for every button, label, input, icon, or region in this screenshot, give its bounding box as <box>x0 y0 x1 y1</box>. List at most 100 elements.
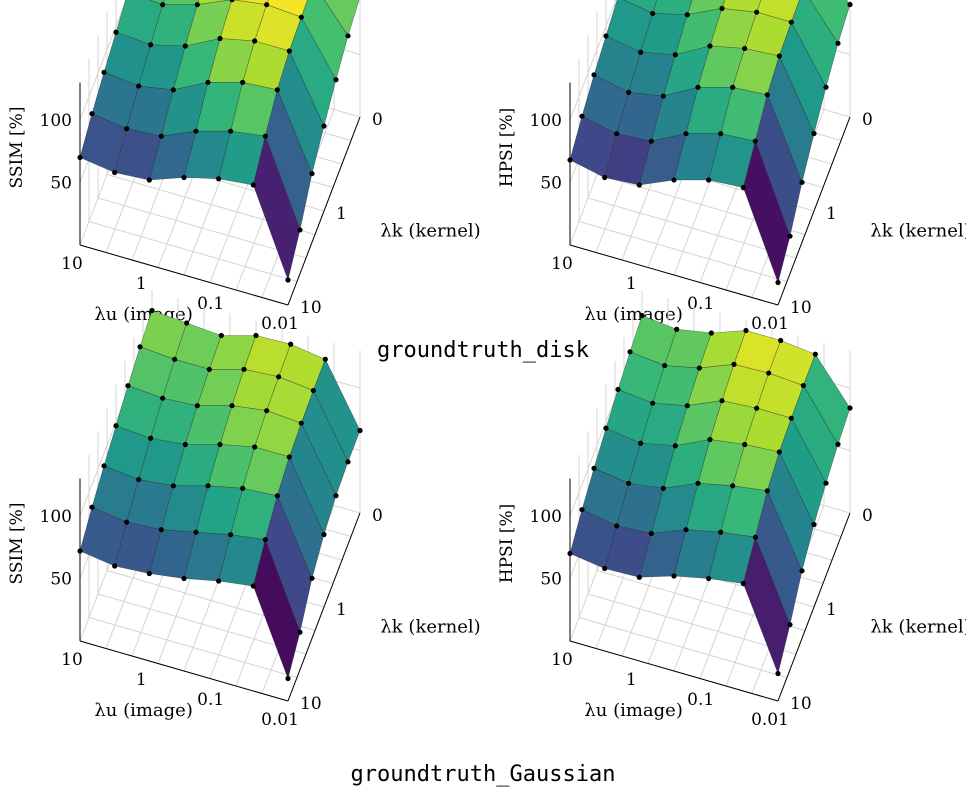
data-point <box>660 485 666 491</box>
y-axis-label: λk (kernel) <box>870 220 966 241</box>
x-tick-label: 0.01 <box>261 710 299 730</box>
surface-chart-hpsi-gaussian: 50 100 10 1 0.1 0.01 0 1 10 HPSI [%] λu (image) λk … <box>497 290 966 730</box>
data-point <box>240 79 246 85</box>
data-point <box>603 425 609 431</box>
y-axis-line <box>777 512 851 702</box>
data-points <box>77 0 351 283</box>
data-point <box>639 312 645 319</box>
z-axis-label: SSIM [%] <box>7 503 27 585</box>
data-point <box>149 307 155 314</box>
data-point <box>250 583 256 589</box>
data-point <box>113 423 119 429</box>
z-axis-label: SSIM [%] <box>7 107 27 189</box>
tick-labels: 50 100 10 1 0.1 0.01 0 1 10 <box>40 110 383 334</box>
chart-panel-ssim-disk: 50 100 10 1 0.1 0.01 0 1 10 SSIM [%] λu (image) λk … <box>0 0 481 340</box>
data-point <box>217 35 223 42</box>
z-tick-label: 100 <box>40 507 72 527</box>
z-tick-label: 50 <box>540 174 562 194</box>
surface <box>79 310 361 680</box>
z-tick-label: 100 <box>530 507 562 527</box>
data-point <box>718 529 724 535</box>
data-point <box>194 2 200 8</box>
surface-chart-hpsi-disk: 50 100 10 1 0.1 0.01 0 1 10 HPSI [%] λu (image) λk … <box>497 0 966 334</box>
data-point <box>112 563 118 569</box>
data-point <box>591 72 597 78</box>
data-point <box>218 332 224 339</box>
data-point <box>264 408 270 414</box>
data-point <box>298 420 304 426</box>
data-point <box>89 111 95 117</box>
data-points <box>77 307 363 682</box>
x-tick-label: 10 <box>551 254 573 274</box>
x-tick-label: 10 <box>61 254 83 274</box>
data-point <box>216 176 222 182</box>
data-point <box>731 361 737 367</box>
data-point <box>240 485 246 491</box>
data-point <box>719 5 725 12</box>
data-point <box>602 565 608 572</box>
y-tick-label: 0 <box>372 506 383 526</box>
y-axis-line <box>777 116 851 306</box>
data-point <box>626 89 632 95</box>
surface-chart-ssim-gaussian: 50 100 10 1 0.1 0.01 0 1 10 SSIM [%] λu (image) λk … <box>7 290 481 730</box>
x-tick-label: 0.01 <box>261 314 299 334</box>
grid-line-z <box>569 0 617 121</box>
y-tick-label: 0 <box>862 110 873 130</box>
data-point <box>627 349 633 355</box>
axes <box>79 478 361 702</box>
data-point <box>754 9 760 15</box>
x-tick-label: 0.01 <box>751 314 789 334</box>
data-point <box>788 415 794 421</box>
data-point <box>579 507 585 513</box>
data-point <box>835 441 841 447</box>
z-axis-label: HPSI [%] <box>497 108 517 187</box>
data-point <box>567 550 573 557</box>
data-point <box>333 493 339 499</box>
data-point <box>742 45 748 52</box>
x-tick-label: 0.1 <box>197 690 224 710</box>
data-point <box>788 19 794 25</box>
data-point <box>309 170 315 177</box>
data-point <box>160 2 166 8</box>
data-point <box>812 351 818 357</box>
z-tick-label: 50 <box>50 174 72 194</box>
y-tick-label: 1 <box>826 204 837 224</box>
data-point <box>638 440 644 446</box>
data-point <box>775 279 781 286</box>
data-point <box>800 382 806 389</box>
data-point <box>823 480 829 486</box>
data-point <box>567 157 573 163</box>
y-axis-line <box>287 116 361 306</box>
data-point <box>297 629 303 635</box>
y-tick-label: 1 <box>336 600 347 620</box>
chart-panel-hpsi-disk: 50 100 10 1 0.1 0.01 0 1 10 HPSI [%] λu (image) λk … <box>490 0 966 340</box>
data-point <box>602 174 608 181</box>
data-point <box>823 84 829 90</box>
data-point <box>262 133 268 139</box>
x-axis-line <box>569 640 779 702</box>
data-point <box>614 131 620 137</box>
data-point <box>146 177 152 183</box>
data-point <box>775 670 781 677</box>
data-point <box>672 443 678 449</box>
data-point <box>77 154 83 161</box>
data-point <box>124 126 130 132</box>
z-axis-label: HPSI [%] <box>497 504 517 583</box>
data-point <box>671 573 677 579</box>
x-tick-label: 0.1 <box>197 294 224 314</box>
data-point <box>276 374 282 380</box>
data-point <box>252 38 258 44</box>
data-point <box>113 29 119 35</box>
data-point <box>285 277 291 283</box>
data-point <box>626 480 632 486</box>
data-point <box>228 128 234 134</box>
data-point <box>170 87 176 93</box>
y-tick-label: 1 <box>336 204 347 224</box>
y-tick-label: 10 <box>300 694 322 714</box>
tick-labels: 50 100 10 1 0.1 0.01 0 1 10 <box>530 506 873 730</box>
data-point <box>194 403 200 409</box>
data-point <box>321 123 327 129</box>
z-tick-label: 100 <box>530 111 562 131</box>
z-tick-label: 50 <box>540 570 562 590</box>
x-axis-label: λu (image) <box>584 700 683 721</box>
